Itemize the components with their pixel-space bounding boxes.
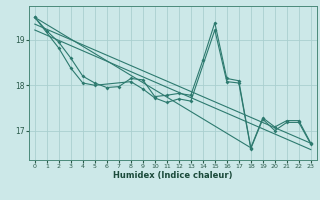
X-axis label: Humidex (Indice chaleur): Humidex (Indice chaleur) <box>113 171 233 180</box>
